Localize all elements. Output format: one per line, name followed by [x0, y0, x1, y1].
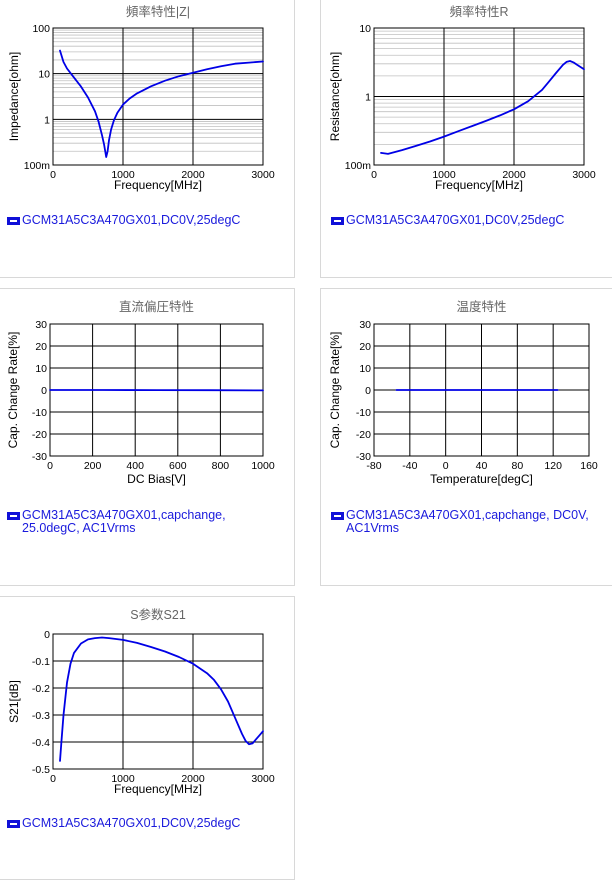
- y-tick-label: 100m: [24, 160, 51, 172]
- legend-label: GCM31A5C3A470GX01,DC0V,25degC: [346, 214, 564, 227]
- y-tick-label: -0.5: [32, 764, 50, 776]
- series-line-icon: [7, 820, 20, 828]
- x-tick-label: 0: [371, 169, 377, 181]
- y-axis-label: S21[dB]: [7, 680, 21, 723]
- y-axis-label: Impedance[ohm]: [7, 52, 21, 141]
- x-tick-label: 0: [50, 169, 56, 181]
- x-tick-label: 3000: [251, 773, 275, 785]
- y-tick-label: 30: [359, 319, 371, 331]
- series-line: [60, 51, 263, 157]
- x-axis-label: DC Bias[V]: [127, 472, 186, 486]
- legend[interactable]: GCM31A5C3A470GX01,capchange, 25.0degC, A…: [7, 509, 277, 535]
- x-axis-label: Frequency[MHz]: [114, 178, 202, 192]
- y-tick-label: 10: [38, 69, 50, 81]
- y-tick-label: 30: [35, 319, 47, 331]
- y-tick-label: 100m: [345, 160, 372, 172]
- x-tick-label: 800: [212, 460, 230, 472]
- series-line-icon: [7, 217, 20, 225]
- y-tick-label: 0: [365, 385, 371, 397]
- series-line-icon: [7, 512, 20, 520]
- x-axis-label: Frequency[MHz]: [435, 178, 523, 192]
- x-tick-label: 3000: [251, 169, 275, 181]
- y-tick-label: 10: [359, 23, 371, 35]
- chart-title: 直流偏圧特性: [119, 299, 194, 314]
- x-tick-label: 0: [50, 773, 56, 785]
- y-tick-label: -10: [32, 407, 47, 419]
- y-tick-label: -10: [356, 407, 371, 419]
- y-tick-label: -20: [356, 429, 371, 441]
- chart-title: 温度特性: [456, 299, 506, 314]
- plot-frame: [53, 28, 263, 165]
- x-tick-label: 3000: [572, 169, 596, 181]
- x-tick-label: 120: [544, 460, 562, 472]
- x-tick-label: 600: [169, 460, 187, 472]
- plot-frame: [53, 634, 263, 769]
- x-axis-label: Frequency[MHz]: [114, 782, 202, 796]
- y-tick-label: 0: [44, 629, 50, 641]
- legend[interactable]: GCM31A5C3A470GX01,capchange, DC0V, AC1Vr…: [331, 509, 606, 535]
- x-tick-label: 200: [84, 460, 102, 472]
- y-tick-label: 1: [44, 114, 50, 126]
- y-tick-label: -0.2: [32, 683, 50, 695]
- y-tick-label: 10: [35, 363, 47, 375]
- y-tick-label: -30: [32, 451, 47, 463]
- legend-label: GCM31A5C3A470GX01,DC0V,25degC: [22, 214, 240, 227]
- chart-title: 頻率特性|Z|: [126, 4, 190, 19]
- series-line-icon: [331, 512, 344, 520]
- x-tick-label: 160: [580, 460, 598, 472]
- y-axis-label: Resistance[ohm]: [328, 52, 342, 141]
- y-tick-label: 100: [32, 23, 50, 35]
- y-tick-label: 1: [365, 92, 371, 104]
- legend[interactable]: GCM31A5C3A470GX01,DC0V,25degC: [7, 214, 240, 227]
- x-tick-label: 1000: [251, 460, 275, 472]
- x-tick-label: 80: [511, 460, 523, 472]
- y-tick-label: -0.4: [32, 737, 50, 749]
- x-tick-label: 0: [47, 460, 53, 472]
- legend-label: GCM31A5C3A470GX01,capchange, 25.0degC, A…: [22, 509, 277, 535]
- y-tick-label: -20: [32, 429, 47, 441]
- x-tick-label: 400: [126, 460, 144, 472]
- legend[interactable]: GCM31A5C3A470GX01,DC0V,25degC: [331, 214, 564, 227]
- y-tick-label: 20: [359, 341, 371, 353]
- x-axis-label: Temperature[degC]: [430, 472, 533, 486]
- y-axis-label: Cap. Change Rate[%]: [6, 332, 20, 449]
- y-tick-label: 0: [41, 385, 47, 397]
- y-axis-label: Cap. Change Rate[%]: [328, 332, 342, 449]
- legend-label: GCM31A5C3A470GX01,DC0V,25degC: [22, 817, 240, 830]
- chart-title: S参数S21: [130, 607, 186, 622]
- x-tick-label: -80: [366, 460, 381, 472]
- x-tick-label: 40: [476, 460, 488, 472]
- y-tick-label: 10: [359, 363, 371, 375]
- y-tick-label: -0.1: [32, 656, 50, 668]
- legend[interactable]: GCM31A5C3A470GX01,DC0V,25degC: [7, 817, 240, 830]
- x-tick-label: -40: [402, 460, 417, 472]
- y-tick-label: 20: [35, 341, 47, 353]
- y-tick-label: -0.3: [32, 710, 50, 722]
- legend-label: GCM31A5C3A470GX01,capchange, DC0V, AC1Vr…: [346, 509, 606, 535]
- series-line-icon: [331, 217, 344, 225]
- x-tick-label: 0: [443, 460, 449, 472]
- chart-title: 頻率特性R: [449, 4, 508, 19]
